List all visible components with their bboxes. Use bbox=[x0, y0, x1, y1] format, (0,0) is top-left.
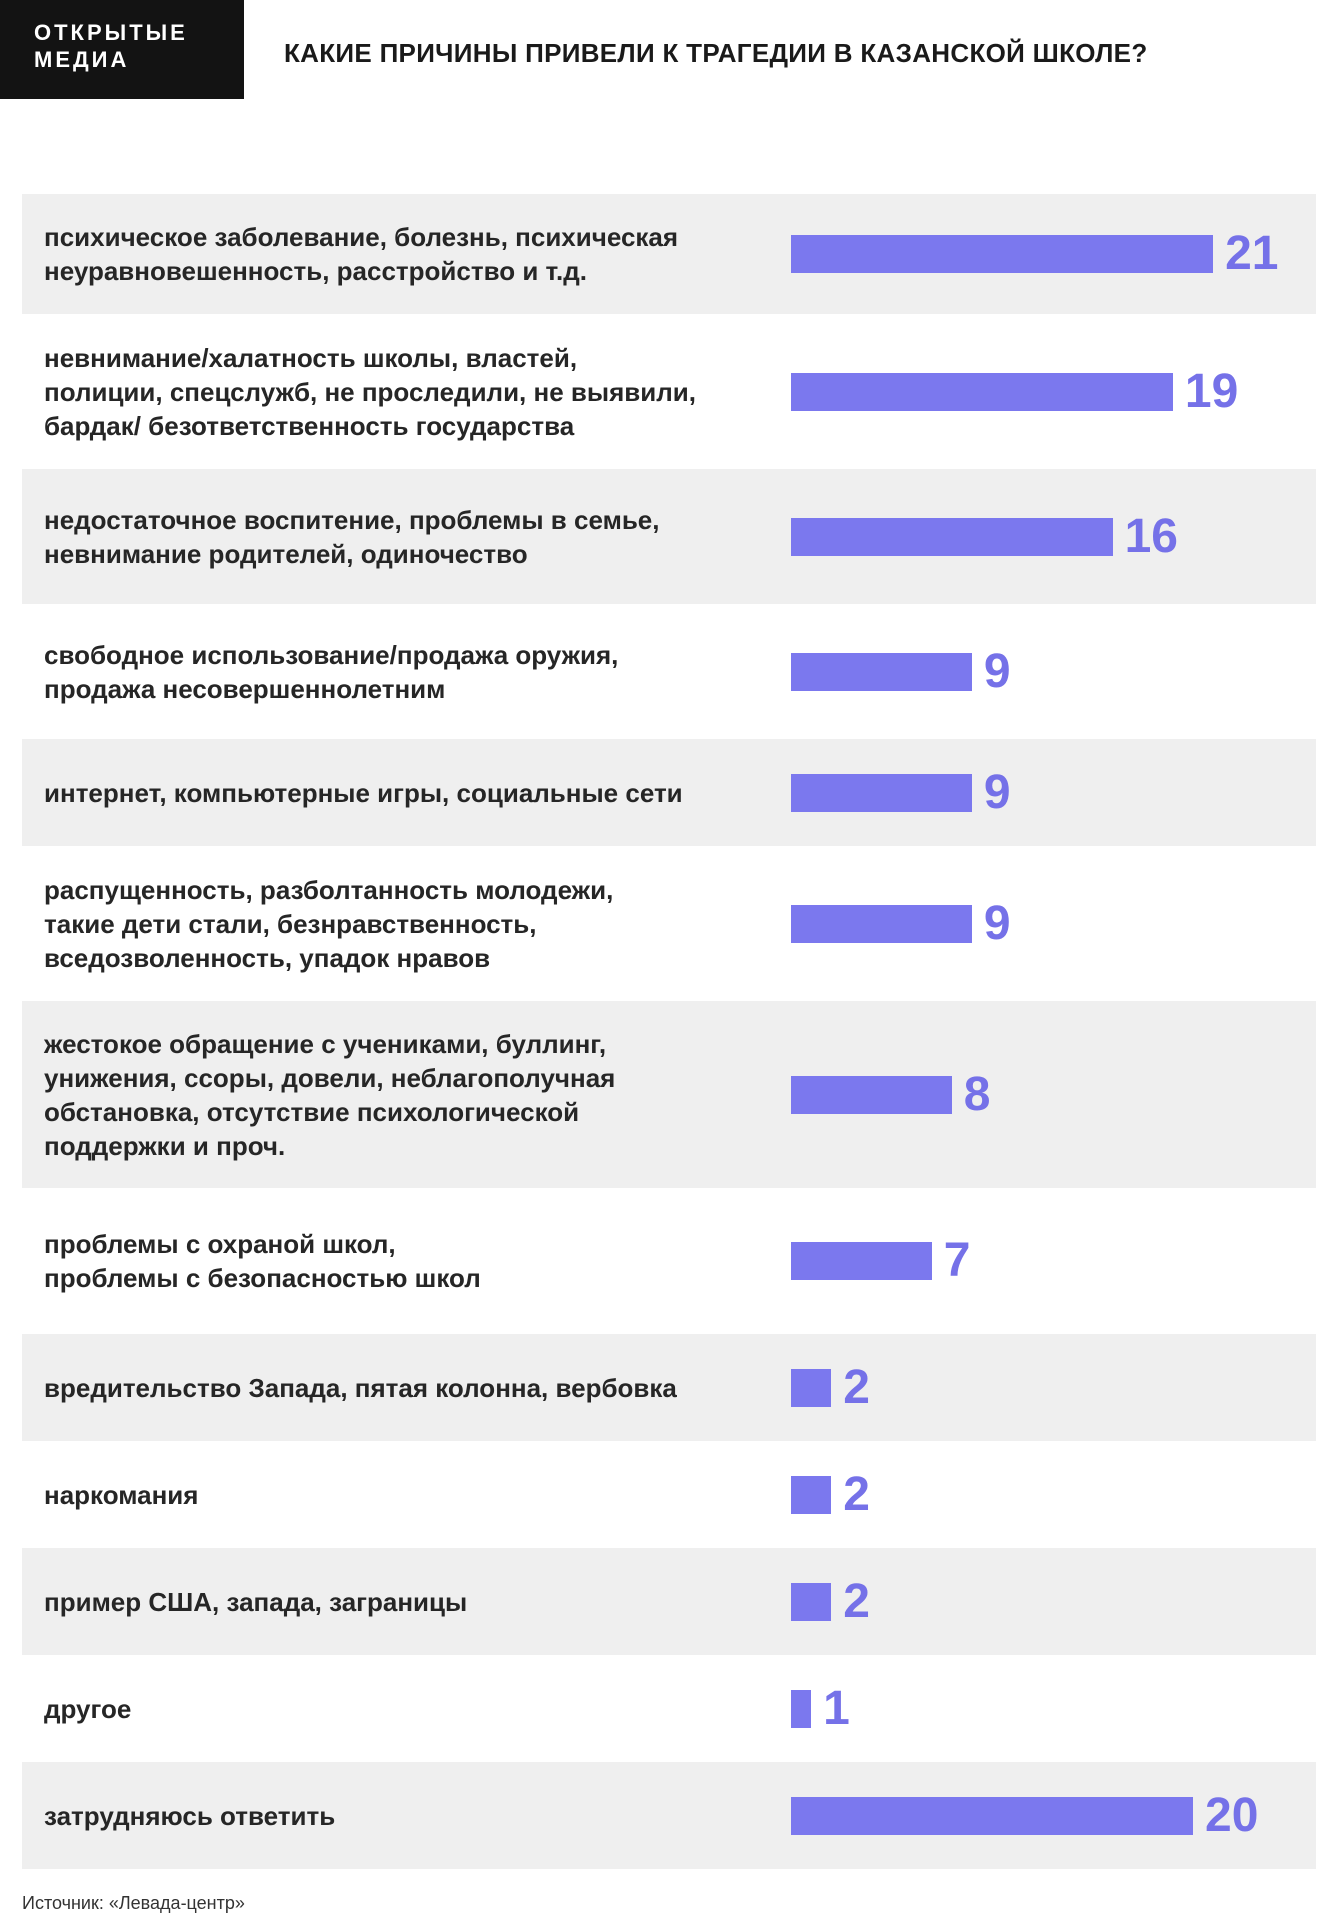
bar bbox=[791, 1242, 932, 1280]
value-label: 9 bbox=[983, 644, 1011, 698]
chart-row: свободное использование/продажа оружия, … bbox=[22, 604, 1316, 739]
bar bbox=[791, 1796, 1193, 1835]
chart-row: другое 1 bbox=[22, 1655, 1316, 1762]
bar bbox=[791, 652, 972, 691]
bar bbox=[791, 517, 1113, 556]
chart-row: интернет, компьютерные игры, социальные … bbox=[22, 739, 1316, 846]
bar bbox=[791, 235, 1214, 273]
category-label: свободное использование/продажа оружия, … bbox=[44, 639, 619, 704]
value-label: 7 bbox=[943, 1234, 971, 1287]
category-label: психическое заболевание, болезнь, психич… bbox=[44, 222, 679, 286]
category-label: жестокое обращение с учениками, буллинг,… bbox=[44, 1028, 616, 1161]
value-label: 21 bbox=[1225, 227, 1279, 280]
bar bbox=[791, 1368, 832, 1407]
category-label: невнимание/халатность школы, властей, по… bbox=[44, 342, 696, 441]
category-label: пример США, запада, заграницы bbox=[44, 1586, 468, 1617]
bar bbox=[791, 1075, 952, 1114]
chart-row: невнимание/халатность школы, властей, по… bbox=[22, 314, 1316, 469]
bar-chart: психическое заболевание, болезнь, психич… bbox=[22, 194, 1316, 1869]
brand-line-2: МЕДИА bbox=[34, 47, 130, 72]
chart-row: распущенность, разболтанность молодежи, … bbox=[22, 846, 1316, 1001]
bar bbox=[791, 1475, 832, 1514]
bar bbox=[791, 1689, 812, 1728]
category-label: проблемы с охраной школ, проблемы с безо… bbox=[44, 1229, 481, 1293]
category-label: вредительство Запада, пятая колонна, вер… bbox=[44, 1372, 677, 1403]
category-label: наркомания bbox=[44, 1479, 199, 1510]
chart-row: вредительство Запада, пятая колонна, вер… bbox=[22, 1334, 1316, 1441]
value-label: 8 bbox=[963, 1067, 991, 1121]
chart-title: КАКИЕ ПРИЧИНЫ ПРИВЕЛИ К ТРАГЕДИИ В КАЗАН… bbox=[284, 38, 1148, 68]
chart-row: наркомания 2 bbox=[22, 1441, 1316, 1548]
chart-row: пример США, запада, заграницы 2 bbox=[22, 1548, 1316, 1655]
category-label: затрудняюсь ответить bbox=[44, 1800, 336, 1831]
value-label: 9 bbox=[983, 765, 1011, 819]
bar bbox=[791, 904, 972, 943]
chart-row: недостаточное воспитение, проблемы в сем… bbox=[22, 469, 1316, 604]
value-label: 2 bbox=[843, 1360, 870, 1414]
chart-row: проблемы с охраной школ, проблемы с безо… bbox=[22, 1188, 1316, 1334]
chart-row: жестокое обращение с учениками, буллинг,… bbox=[22, 1001, 1316, 1188]
value-label: 16 bbox=[1124, 509, 1178, 563]
value-label: 2 bbox=[843, 1467, 870, 1521]
value-label: 20 bbox=[1205, 1788, 1259, 1842]
value-label: 9 bbox=[983, 896, 1011, 950]
chart-row: затрудняюсь ответить 20 bbox=[22, 1762, 1316, 1869]
source-note: Источник: «Левада-центр» bbox=[22, 1893, 245, 1913]
value-label: 19 bbox=[1184, 364, 1239, 418]
bar bbox=[791, 372, 1173, 411]
category-label: недостаточное воспитение, проблемы в сем… bbox=[44, 504, 660, 569]
bar bbox=[791, 1582, 832, 1621]
category-label: интернет, компьютерные игры, социальные … bbox=[44, 777, 683, 808]
brand-line-1: ОТКРЫТЫЕ bbox=[34, 20, 188, 45]
value-label: 1 bbox=[823, 1681, 850, 1735]
bar bbox=[791, 773, 972, 812]
category-label: другое bbox=[44, 1693, 132, 1724]
category-label: распущенность, разболтанность молодежи, … bbox=[44, 874, 614, 973]
brand-logo: ОТКРЫТЫЕ МЕДИА bbox=[0, 0, 244, 99]
chart-row: психическое заболевание, болезнь, психич… bbox=[22, 194, 1316, 314]
value-label: 2 bbox=[843, 1574, 870, 1628]
